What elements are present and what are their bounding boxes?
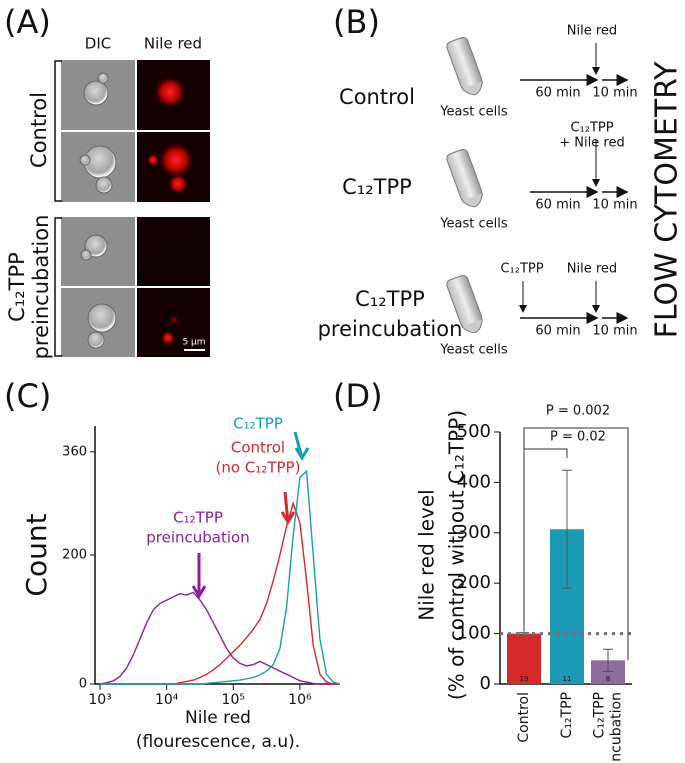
- sample-label: Yeast cells: [439, 105, 508, 120]
- readout-label: FLOW CYTOMETRY: [650, 61, 685, 338]
- time-label: 60 min: [535, 324, 580, 339]
- tube: [461, 81, 483, 96]
- y-axis-label: Count: [20, 513, 53, 596]
- significance-label: P = 0.02: [550, 430, 606, 445]
- series-label: preincubation: [146, 529, 249, 547]
- n-label: 11: [563, 675, 572, 683]
- addition-label: C₁₂TPP: [500, 262, 543, 277]
- y-axis-label: Nile red level: [415, 489, 439, 620]
- sample-label: Yeast cells: [439, 343, 508, 358]
- bar: [591, 660, 625, 684]
- x-axis-label: Nile red: [185, 708, 251, 728]
- group-bracket: [54, 60, 62, 357]
- row-label: C₁₂TPP: [355, 287, 425, 311]
- x-tick-label: Control: [516, 692, 532, 743]
- annotation-arrow: [191, 585, 207, 599]
- tube: [461, 193, 483, 208]
- row-label: Control: [339, 85, 415, 109]
- y-tick-label: 100: [457, 623, 491, 644]
- group-label: preincubation: [29, 215, 53, 360]
- error-bar: [603, 648, 613, 672]
- column-label: Nile red: [144, 35, 202, 53]
- n-label: 8: [606, 675, 610, 683]
- row-label: preincubation: [318, 317, 463, 341]
- group-label: C₁₂TPP: [5, 252, 29, 322]
- significance-bracket: [523, 448, 568, 632]
- panel-label: (A): [4, 3, 51, 41]
- tube: [446, 36, 483, 90]
- series-label: C₁₂TPP: [173, 509, 223, 527]
- y-tick-label: 0: [79, 677, 87, 692]
- y-tick-label: 500: [457, 421, 491, 442]
- series-line: [100, 469, 341, 685]
- error-bar: [562, 469, 572, 589]
- x-tick-label: 10⁶: [288, 692, 312, 708]
- time-label: 10 min: [592, 198, 637, 213]
- time-label: 10 min: [592, 86, 637, 101]
- x-tick-label: 10⁵: [222, 692, 245, 708]
- y-tick-label: 400: [457, 471, 491, 492]
- series-label: (no C₁₂TPP): [216, 459, 301, 477]
- tube: [461, 319, 483, 334]
- addition-label: + Nile red: [559, 136, 624, 151]
- significance-label: P = 0.002: [546, 404, 610, 419]
- series-label: C₁₂TPP: [233, 415, 283, 433]
- time-label: 60 min: [535, 198, 580, 213]
- scale-bar-label: 5 μm: [182, 338, 205, 348]
- group-label: Control: [27, 92, 51, 168]
- series-line: [99, 591, 340, 685]
- annotation-arrow: [280, 511, 296, 525]
- x-tick-label: 10³: [88, 692, 111, 708]
- y-tick-label: 360: [62, 444, 87, 459]
- addition-label: Nile red: [567, 262, 617, 277]
- y-axis-label: (% of control without C₁₂TPP): [445, 410, 469, 700]
- time-label: 10 min: [592, 324, 637, 339]
- series-label: Control: [231, 439, 285, 457]
- addition-label: Nile red: [567, 24, 617, 39]
- tube: [446, 148, 483, 202]
- x-tick-label: C₁₂TPP: [592, 692, 608, 738]
- x-axis-label: (flourescence, a.u).: [136, 732, 300, 752]
- x-tick-label: 10⁴: [155, 692, 179, 708]
- annotation-arrow: [294, 447, 310, 461]
- panel-label: (C): [4, 377, 51, 415]
- column-label: DIC: [85, 35, 111, 53]
- y-tick-label: 300: [457, 522, 491, 543]
- y-tick-label: 0: [480, 673, 491, 694]
- n-label: 19: [520, 675, 529, 683]
- panel-label: (B): [333, 3, 380, 41]
- addition-label: C₁₂TPP: [570, 121, 613, 136]
- x-tick-label: preincubation: [609, 692, 625, 763]
- sample-label: Yeast cells: [439, 217, 508, 232]
- y-tick-label: 200: [62, 548, 87, 563]
- micrographs: [61, 60, 210, 357]
- row-label: C₁₂TPP: [342, 175, 412, 199]
- x-tick-label: C₁₂TPP: [559, 692, 575, 738]
- bar: [507, 633, 541, 684]
- annotation-arrow: [283, 491, 290, 523]
- time-label: 60 min: [535, 86, 580, 101]
- y-tick-label: 200: [457, 572, 491, 593]
- panel-label: (D): [333, 377, 383, 415]
- significance-bracket: [523, 427, 629, 661]
